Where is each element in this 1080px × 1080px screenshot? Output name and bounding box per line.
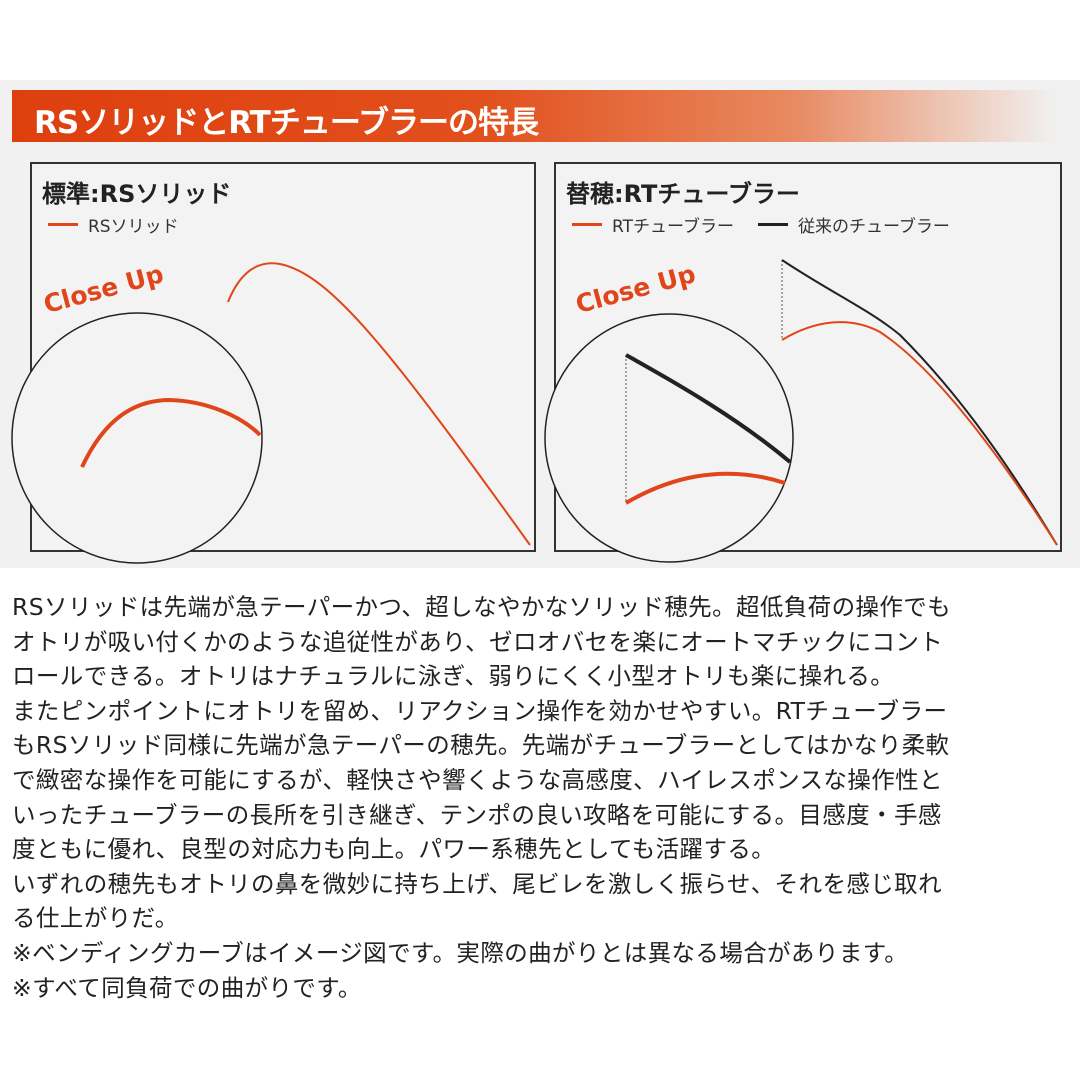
description-line: またピンポイントにオトリを留め、リアクション操作を効かせやすい。RTチューブラー [12, 696, 948, 725]
legend-label: RTチューブラー [612, 217, 734, 237]
legend-label: RSソリッド [88, 217, 179, 237]
section-title: RSソリッドとRTチューブラーの特長 [34, 105, 539, 141]
panel-title: 標準:RSソリッド [42, 180, 232, 208]
closeup-circle-right [544, 313, 794, 563]
description-line: で緻密な操作を可能にするが、軽快さや響くような高感度、ハイレスポンスな操作性と [12, 765, 943, 794]
legend: RTチューブラー 従来のチューブラー [572, 212, 950, 237]
closeup-circle-left [11, 312, 263, 564]
description-line: オトリが吸い付くかのような追従性があり、ゼロオバセを楽にオートマチックにコント [12, 627, 944, 656]
legend-label: 従来のチューブラー [797, 217, 950, 237]
rs-solid-closeup-curve [80, 397, 262, 468]
note-line: ※ベンディングカーブはイメージ図です。実際の曲がりとは異なる場合があります。 [12, 938, 909, 967]
description-line: いずれの穂先もオトリの鼻を微妙に持ち上げ、尾ビレを激しく振らせ、それを感じ取れ [12, 869, 942, 898]
description-line: ロールできる。オトリはナチュラルに泳ぎ、弱りにくく小型オトリも楽に操れる。 [12, 662, 895, 691]
note-line: ※すべて同負荷での曲がりです。 [12, 973, 362, 1002]
conventional-closeup-curve [625, 353, 792, 464]
description: RSソリッドは先端が急テーパーかつ、超しなやかなソリッド穂先。超低負荷の操作でも… [12, 590, 951, 1005]
conventional-tubular-curve [781, 259, 1058, 546]
legend-swatch-orange [572, 223, 602, 226]
description-line: もRSソリッド同様に先端が急テーパーの穂先。先端がチューブラーとしてはかなり柔軟 [12, 731, 950, 760]
description-line: 度ともに優れ、良型の対応力も向上。パワー系穂先としても活躍する。 [12, 835, 776, 864]
rt-closeup-curve [624, 471, 786, 505]
legend-swatch-orange [48, 223, 78, 226]
rt-tubular-curve [781, 321, 1058, 546]
section-header: RSソリッドとRTチューブラーの特長 [12, 90, 1057, 142]
description-line: る仕上がりだ。 [12, 904, 179, 933]
description-line: いったチューブラーの長所を引き継ぎ、テンポの良い攻略を可能にする。目感度・手感 [12, 800, 942, 829]
description-line: RSソリッドは先端が急テーパーかつ、超しなやかなソリッド穂先。超低負荷の操作でも [12, 593, 952, 621]
legend: RSソリッド [48, 212, 179, 237]
rs-solid-curve [227, 262, 531, 546]
legend-swatch-black [757, 223, 788, 226]
panel-title: 替穂:RTチューブラー [566, 180, 800, 208]
